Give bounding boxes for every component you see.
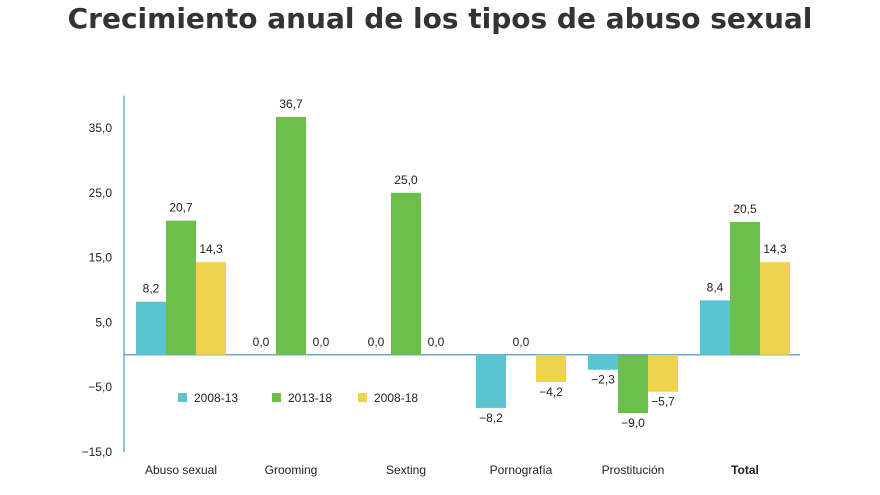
bar-2008-18 [648,354,678,392]
bar-2013-18 [618,354,648,414]
legend-label: 2013-18 [288,391,332,405]
data-label: 20,5 [733,202,757,216]
legend-label: 2008-18 [374,391,418,405]
data-label: 14,3 [199,242,223,256]
legend-label: 2008-13 [194,391,238,405]
bar-2008-13 [136,301,166,355]
data-label: 25,0 [394,173,418,187]
legend-swatch [272,393,281,402]
x-tick-label: Grooming [265,463,318,477]
y-tick-label: −15,0 [82,445,113,459]
data-label: −4,2 [539,385,563,399]
y-tick-label: 25,0 [89,186,113,200]
bar-2008-18 [196,262,226,355]
y-tick-label: −5,0 [88,380,112,394]
data-label: 0,0 [313,335,330,349]
data-label: 8,4 [707,280,724,294]
bar-2013-18 [391,192,421,355]
data-label: 0,0 [253,335,270,349]
bar-2008-13 [588,354,618,370]
x-tick-label: Prostitución [602,463,665,477]
data-label: 14,3 [763,242,787,256]
y-tick-label: 5,0 [95,315,112,329]
legend-swatch [358,393,367,402]
bar-2013-18 [276,116,306,355]
x-tick-label: Abuso sexual [145,463,217,477]
bar-2008-18 [536,354,566,383]
y-tick-label: 35,0 [89,121,113,135]
data-label: −8,2 [479,411,503,425]
bar-2013-18 [730,221,760,355]
bar-2008-18 [760,262,790,355]
bar-2008-13 [476,354,506,408]
data-label: −9,0 [621,416,645,430]
x-tick-label: Total [731,463,759,477]
x-tick-label: Sexting [386,463,426,477]
data-label: 0,0 [368,335,385,349]
x-tick-label: Pornografía [490,463,553,477]
data-label: 0,0 [513,335,530,349]
y-tick-label: 15,0 [89,251,113,265]
data-label: −2,3 [591,373,615,387]
data-label: 8,2 [143,282,160,296]
chart-title: Crecimiento anual de los tipos de abuso … [67,2,813,35]
data-label: −5,7 [651,395,675,409]
data-label: 20,7 [169,201,193,215]
data-label: 36,7 [279,97,303,111]
bar-2013-18 [166,220,196,355]
legend-swatch [178,393,187,402]
data-label: 0,0 [428,335,445,349]
bar-2008-13 [700,300,730,355]
